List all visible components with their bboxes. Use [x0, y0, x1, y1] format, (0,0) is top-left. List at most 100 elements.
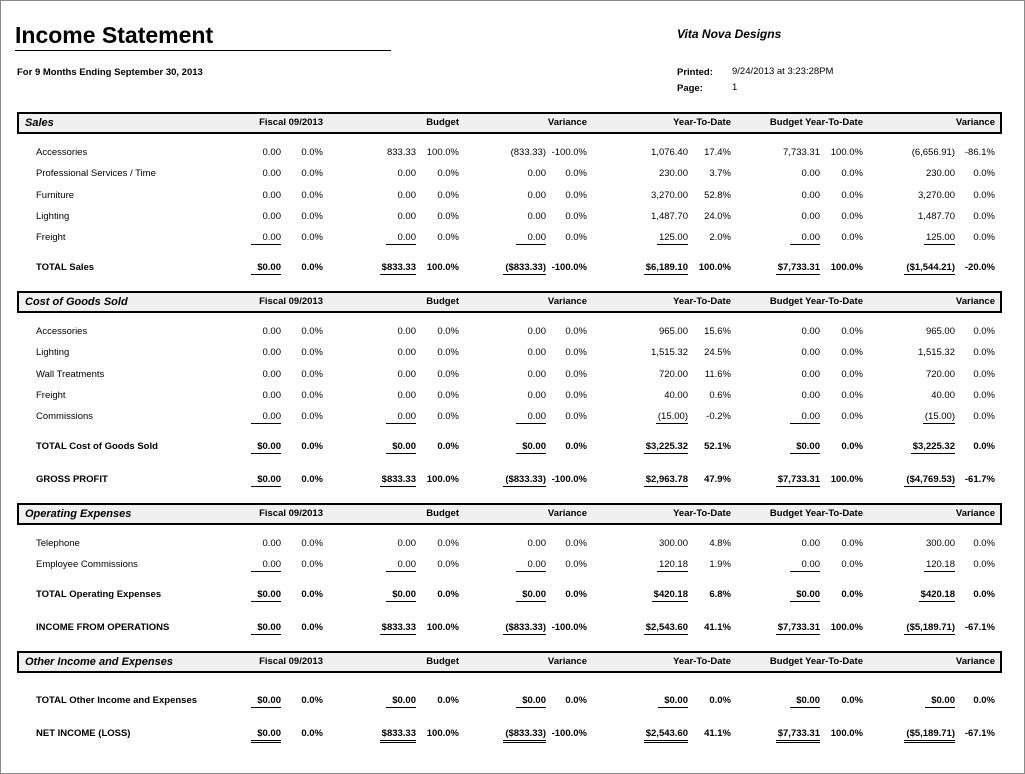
- percent-cell: 0.0%: [565, 441, 587, 453]
- amount-cell: $0.00: [790, 441, 820, 455]
- percent-cell: 11.6%: [704, 368, 731, 380]
- percent-cell: -100.0%: [551, 262, 587, 274]
- percent-cell: 100.0%: [830, 147, 863, 158]
- amount-cell: 120.18: [656, 559, 688, 573]
- percent-cell: 0.0%: [973, 389, 995, 401]
- section-header-bar: [17, 503, 1002, 525]
- percent-cell: 0.0%: [973, 210, 995, 222]
- percent-cell: -0.2%: [706, 411, 731, 423]
- amount-cell: $7,733.31: [775, 474, 820, 488]
- percent-cell: 4.8%: [709, 538, 731, 549]
- percent-cell: 0.0%: [565, 538, 587, 549]
- amount-cell: 0.00: [262, 168, 282, 180]
- amount-cell: $0.00: [516, 695, 546, 708]
- percent-cell: 100.0%: [426, 262, 459, 274]
- amount-cell: ($833.33): [503, 262, 546, 276]
- amount-cell: 0.00: [790, 232, 820, 246]
- percent-cell: 3.7%: [709, 168, 731, 180]
- amount-cell: ($5,189.71): [904, 728, 955, 743]
- amount-cell: 0.00: [251, 559, 281, 573]
- percent-cell: 24.0%: [704, 210, 731, 222]
- percent-cell: -20.0%: [964, 262, 995, 274]
- percent-cell: 100.0%: [426, 147, 459, 158]
- amount-cell: $0.00: [251, 474, 281, 488]
- amount-cell: 0.00: [801, 368, 821, 380]
- percent-cell: 0.0%: [709, 695, 731, 706]
- percent-cell: 0.0%: [437, 168, 459, 180]
- line-label: Accessories: [36, 147, 88, 158]
- percent-cell: 100.0%: [426, 622, 459, 634]
- line-label: Telephone: [36, 538, 80, 549]
- amount-cell: 720.00: [658, 368, 688, 380]
- percent-cell: 0.0%: [841, 411, 863, 423]
- percent-cell: 41.1%: [704, 622, 731, 634]
- percent-cell: 0.0%: [437, 347, 459, 359]
- amount-cell: 230.00: [658, 168, 688, 180]
- amount-cell: 720.00: [925, 368, 955, 380]
- percent-cell: 0.0%: [437, 232, 459, 244]
- percent-cell: -100.0%: [551, 474, 587, 486]
- amount-cell: $833.33: [379, 622, 416, 636]
- amount-cell: 40.00: [664, 389, 688, 401]
- column-header: Variance: [955, 296, 995, 307]
- percent-cell: 0.0%: [841, 210, 863, 222]
- amount-cell: $7,733.31: [775, 728, 820, 743]
- section-title: Operating Expenses: [25, 508, 132, 520]
- total-label: TOTAL Sales: [36, 262, 95, 274]
- percent-cell: 0.0%: [301, 622, 323, 634]
- percent-cell: 0.0%: [973, 368, 995, 380]
- amount-cell: 7,733.31: [783, 147, 820, 158]
- amount-cell: $833.33: [379, 262, 416, 276]
- amount-cell: 0.00: [790, 411, 820, 425]
- percent-cell: 0.0%: [565, 389, 587, 401]
- column-header: Fiscal 09/2013: [259, 656, 323, 667]
- line-label: Accessories: [36, 326, 88, 337]
- amount-cell: $0.00: [516, 589, 546, 603]
- percent-cell: 0.0%: [841, 347, 863, 359]
- column-header: Budget Year-To-Date: [769, 117, 863, 128]
- amount-cell: 0.00: [262, 147, 282, 158]
- percent-cell: 0.0%: [437, 589, 459, 601]
- amount-cell: 0.00: [251, 411, 281, 425]
- percent-cell: 0.0%: [437, 326, 459, 337]
- percent-cell: 0.0%: [841, 232, 863, 244]
- amount-cell: $0.00: [251, 589, 281, 603]
- percent-cell: 0.0%: [437, 210, 459, 222]
- percent-cell: 0.0%: [301, 559, 323, 571]
- percent-cell: 0.0%: [841, 538, 863, 549]
- percent-cell: 0.0%: [973, 559, 995, 571]
- amount-cell: $6,189.10: [643, 262, 688, 276]
- percent-cell: -61.7%: [964, 474, 995, 486]
- column-header: Year-To-Date: [673, 656, 731, 667]
- line-label: Lighting: [36, 210, 70, 222]
- amount-cell: 1,515.32: [918, 347, 955, 359]
- amount-cell: ($5,189.71): [904, 622, 955, 636]
- percent-cell: 0.0%: [301, 368, 323, 380]
- percent-cell: 0.6%: [709, 389, 731, 401]
- percent-cell: 100.0%: [698, 262, 731, 274]
- amount-cell: 3,270.00: [918, 189, 955, 201]
- percent-cell: 0.0%: [565, 347, 587, 359]
- percent-cell: 0.0%: [301, 538, 323, 549]
- amount-cell: ($833.33): [503, 728, 546, 743]
- column-header: Fiscal 09/2013: [259, 296, 323, 307]
- column-header: Budget Year-To-Date: [769, 508, 863, 519]
- amount-cell: $3,225.32: [910, 441, 955, 455]
- report-title: Income Statement: [15, 22, 214, 48]
- percent-cell: 0.0%: [973, 411, 995, 423]
- percent-cell: 47.9%: [704, 474, 731, 486]
- amount-cell: 0.00: [386, 559, 416, 573]
- total-label: TOTAL Cost of Goods Sold: [36, 441, 158, 453]
- percent-cell: 0.0%: [841, 168, 863, 180]
- amount-cell: ($833.33): [503, 622, 546, 636]
- amount-cell: 0.00: [516, 559, 546, 573]
- amount-cell: (833.33): [510, 147, 546, 158]
- percent-cell: 0.0%: [301, 262, 323, 274]
- column-header: Variance: [955, 508, 995, 519]
- amount-cell: (15.00): [922, 411, 955, 425]
- percent-cell: 0.0%: [437, 559, 459, 571]
- percent-cell: 0.0%: [437, 368, 459, 380]
- section-title: Cost of Goods Sold: [25, 296, 128, 308]
- percent-cell: 0.0%: [565, 589, 587, 601]
- amount-cell: 0.00: [516, 411, 546, 425]
